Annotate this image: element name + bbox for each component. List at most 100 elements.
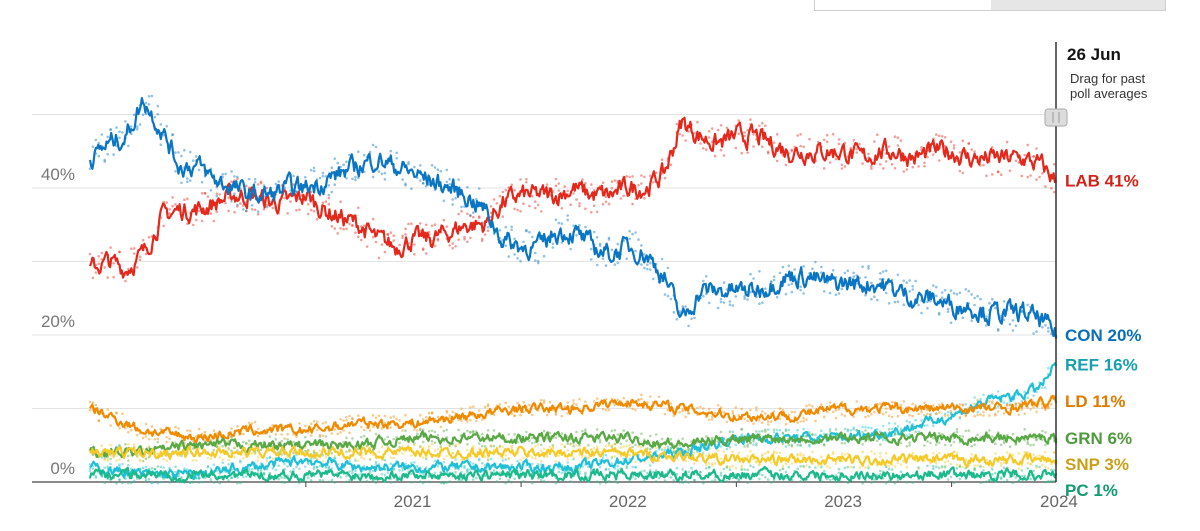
poll-dot (761, 121, 764, 125)
poll-dot (445, 454, 449, 458)
poll-dot (115, 411, 118, 415)
poll-dot (427, 444, 431, 448)
poll-dot (979, 481, 982, 485)
top-toggle-box[interactable] (814, 0, 1166, 11)
series-end-label: LD 11% (1065, 392, 1125, 411)
poll-dot (362, 465, 366, 468)
poll-dot (421, 248, 425, 252)
poll-dot (566, 442, 569, 446)
poll-dot (563, 445, 566, 449)
poll-dot (929, 412, 932, 416)
poll-dot (958, 415, 962, 419)
poll-dot (498, 444, 502, 448)
poll-dot (572, 457, 575, 461)
poll-dot (631, 175, 634, 178)
poll-dot (531, 195, 534, 198)
poll-dot (613, 263, 617, 266)
poll-dot (233, 446, 236, 450)
poll-dot (1023, 390, 1026, 394)
poll-dot (604, 200, 608, 204)
poll-dot (769, 280, 773, 283)
poll-dot (100, 475, 104, 478)
poll-dot (996, 329, 1000, 332)
poll-dot (631, 407, 634, 411)
poll-dot (610, 180, 614, 183)
poll-dot (937, 431, 941, 435)
poll-dot (628, 229, 631, 233)
poll-dot (306, 476, 310, 480)
poll-dot (430, 164, 434, 167)
poll-dot (917, 165, 920, 168)
poll-dot (996, 170, 1000, 173)
poll-dot (427, 411, 431, 415)
poll-dot (531, 441, 534, 445)
poll-dot (1044, 480, 1047, 484)
poll-dot (761, 429, 764, 433)
poll-dot (905, 434, 909, 437)
poll-dot (91, 145, 95, 148)
poll-dot (896, 300, 900, 304)
poll-dot (808, 443, 811, 447)
poll-dot (870, 281, 873, 285)
poll-dot (911, 402, 914, 406)
poll-dot (445, 180, 449, 184)
poll-dot (469, 214, 472, 218)
poll-dot (88, 408, 92, 412)
poll-dot (374, 432, 378, 436)
poll-dot (587, 456, 590, 460)
poll-dot (996, 328, 1000, 331)
poll-dot (545, 183, 549, 186)
poll-dot (893, 135, 897, 138)
poll-dot (153, 467, 157, 471)
poll-dot (905, 465, 909, 469)
poll-dot (94, 138, 98, 142)
poll-dot (852, 139, 855, 142)
poll-dot (345, 450, 348, 454)
poll-dot (183, 198, 186, 201)
poll-dot (1044, 386, 1047, 389)
poll-dot (304, 175, 307, 179)
poll-dot (820, 265, 823, 269)
poll-dot (716, 306, 720, 310)
poll-dot (775, 159, 779, 163)
poll-dot (531, 456, 534, 459)
poll-dot (218, 193, 221, 196)
poll-dot (144, 478, 148, 481)
poll-dot (663, 412, 667, 416)
poll-dot (330, 225, 334, 228)
poll-dot (141, 113, 145, 117)
poll-dot (884, 160, 888, 163)
poll-dot (707, 452, 711, 455)
poll-dot (525, 228, 528, 232)
drag-handle[interactable] (1044, 108, 1068, 127)
poll-dot (879, 163, 882, 166)
poll-dot (793, 268, 796, 271)
poll-dot (687, 481, 690, 484)
poll-dot (896, 136, 900, 139)
poll-dot (855, 147, 858, 151)
poll-dot (772, 451, 776, 455)
x-axis: 2021 2022 2023 2024 (305, 482, 1078, 511)
poll-dot (253, 420, 257, 424)
poll-dot (879, 451, 882, 455)
poll-dot (354, 457, 357, 461)
poll-dot (790, 410, 794, 414)
poll-dot (1008, 403, 1012, 407)
poll-dot (758, 302, 761, 306)
poll-dot (489, 444, 493, 447)
poll-dot (949, 289, 953, 292)
top-toggle-segment[interactable] (991, 0, 1165, 10)
poll-dot (678, 443, 681, 447)
poll-dot (766, 450, 770, 453)
poll-dot (330, 451, 334, 455)
poll-dot (1047, 326, 1050, 330)
poll-dot (548, 400, 552, 404)
poll-dot (480, 444, 484, 448)
poll-dot (383, 414, 387, 418)
poll-dot (1026, 442, 1029, 446)
poll-dot (740, 466, 743, 470)
poll-dot (345, 436, 348, 440)
poll-dot (973, 467, 976, 470)
poll-dot (734, 295, 738, 298)
